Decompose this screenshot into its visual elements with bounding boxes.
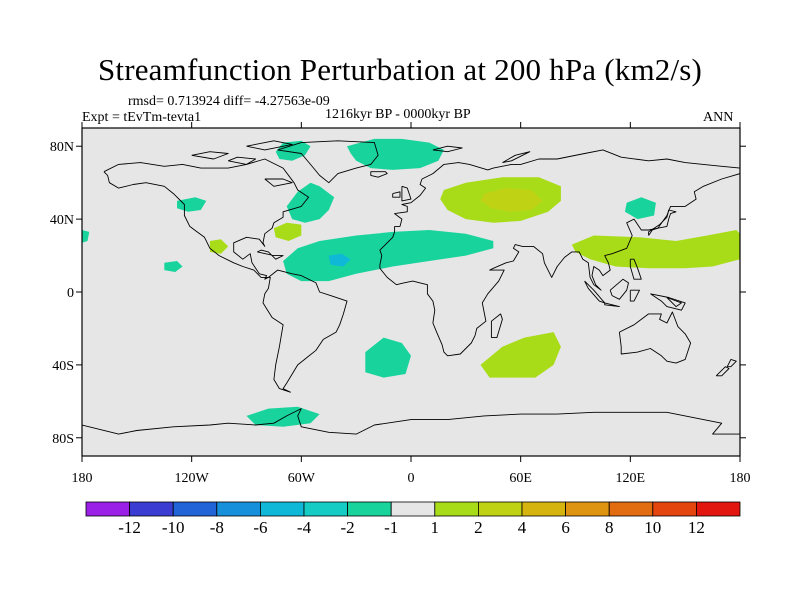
colorbar-box [129, 501, 174, 517]
coastline-1 [379, 149, 740, 357]
anomaly-region-13 [82, 230, 90, 243]
coastline-16 [648, 209, 677, 236]
lat-label: 80N [50, 140, 74, 155]
map-background [82, 128, 740, 456]
lon-label: 0 [408, 471, 415, 486]
experiment-label: Expt = tEvTm-tevta1 [82, 110, 202, 125]
anomaly-region-12 [571, 230, 740, 269]
lon-label: 120E [616, 471, 646, 486]
coastline-3 [401, 185, 412, 202]
colorbar-box [696, 501, 741, 517]
anomaly-region-0 [286, 182, 335, 223]
coastline-11 [650, 293, 686, 311]
colorbar-box [303, 501, 348, 517]
anomaly-region-10 [480, 188, 543, 212]
colorbar-box [216, 501, 261, 517]
coastline-17 [629, 258, 642, 280]
colorbar-label: 4 [518, 518, 527, 537]
anomaly-layer [82, 138, 740, 427]
anomaly-region-15 [480, 332, 561, 378]
map-title: Streamfunction Perturbation at 200 hPa (… [97, 52, 703, 87]
colorbar-label: -12 [118, 518, 141, 537]
colorbar-label: 1 [431, 518, 440, 537]
colorbar-box [521, 501, 566, 517]
colorbar-label: -2 [341, 518, 355, 537]
anomaly-region-8 [328, 253, 351, 267]
coastline-13 [604, 302, 620, 308]
colorbar-label: 6 [561, 518, 570, 537]
colorbar-box [390, 501, 436, 517]
season-label: ANN [703, 110, 734, 125]
coastline-18 [82, 408, 740, 435]
coastline-2 [370, 171, 388, 178]
coastline-4 [392, 191, 401, 198]
anomaly-region-16 [246, 406, 320, 427]
coastline-21 [228, 156, 257, 165]
coastline-6 [618, 311, 692, 364]
stats-line: rmsd= 0.713924 diff= -4.27563e-09 [128, 94, 330, 109]
colorbar-label: -10 [162, 518, 185, 537]
coastline-layer [82, 140, 740, 435]
coastline-12 [584, 280, 606, 304]
lon-label: 180 [730, 471, 751, 486]
coastline-19 [257, 249, 284, 260]
anomaly-region-14 [365, 337, 411, 378]
coastline-23 [246, 140, 293, 151]
colorbar-label: -6 [253, 518, 267, 537]
colorbar-box [172, 501, 218, 517]
colorbar-box [85, 501, 130, 517]
anomaly-region-7 [283, 230, 494, 282]
coastline-8 [490, 313, 503, 339]
colorbar-box [259, 501, 305, 517]
lon-label: 120W [175, 471, 210, 486]
lon-label: 60E [509, 471, 532, 486]
anomaly-region-6 [164, 261, 183, 272]
colorbar-label: -8 [210, 518, 224, 537]
lat-label: 0 [67, 286, 74, 301]
colorbar-box [608, 501, 654, 517]
colorbar-label: 8 [605, 518, 614, 537]
lat-label: 40S [52, 359, 74, 374]
coastline-15 [629, 289, 640, 302]
colorbar-box [434, 501, 479, 517]
coastline-26 [666, 297, 682, 308]
lon-label: 180 [72, 471, 93, 486]
anomaly-region-4 [273, 222, 302, 241]
coastline-10 [715, 366, 730, 377]
anomaly-region-11 [624, 197, 656, 220]
colorbar-box [652, 501, 697, 517]
period-label: 1216kyr BP - 0000kyr BP [325, 107, 471, 122]
coastline-20 [264, 178, 293, 187]
coastline-0 [103, 158, 348, 393]
lat-label: 80S [52, 432, 74, 447]
coastline-24 [432, 145, 463, 153]
colorbar-box [565, 501, 610, 517]
colorbar-label: 10 [644, 518, 661, 537]
coastline-22 [191, 151, 229, 160]
colorbar: -12 -10 -8 -6 -4 -2 -1 1 2 4 6 8 10 12 [85, 501, 741, 537]
coastline-14 [609, 278, 629, 300]
anomaly-region-2 [347, 138, 444, 170]
coastline-9 [726, 358, 737, 368]
colorbar-label: 12 [688, 518, 705, 537]
colorbar-label: -1 [384, 518, 398, 537]
anomaly-region-5 [209, 239, 229, 254]
coastline-25 [502, 151, 531, 164]
axis-ticks: 80N 40N 0 40S 80S 180 120W 60W 0 60E 120E 180 [50, 122, 751, 486]
colorbar-box [347, 501, 392, 517]
lat-label: 40N [50, 213, 74, 228]
colorbar-label: 2 [474, 518, 483, 537]
coastline-5 [277, 140, 379, 184]
colorbar-label: -4 [297, 518, 312, 537]
lon-label: 60W [288, 471, 316, 486]
colorbar-box [477, 501, 523, 517]
